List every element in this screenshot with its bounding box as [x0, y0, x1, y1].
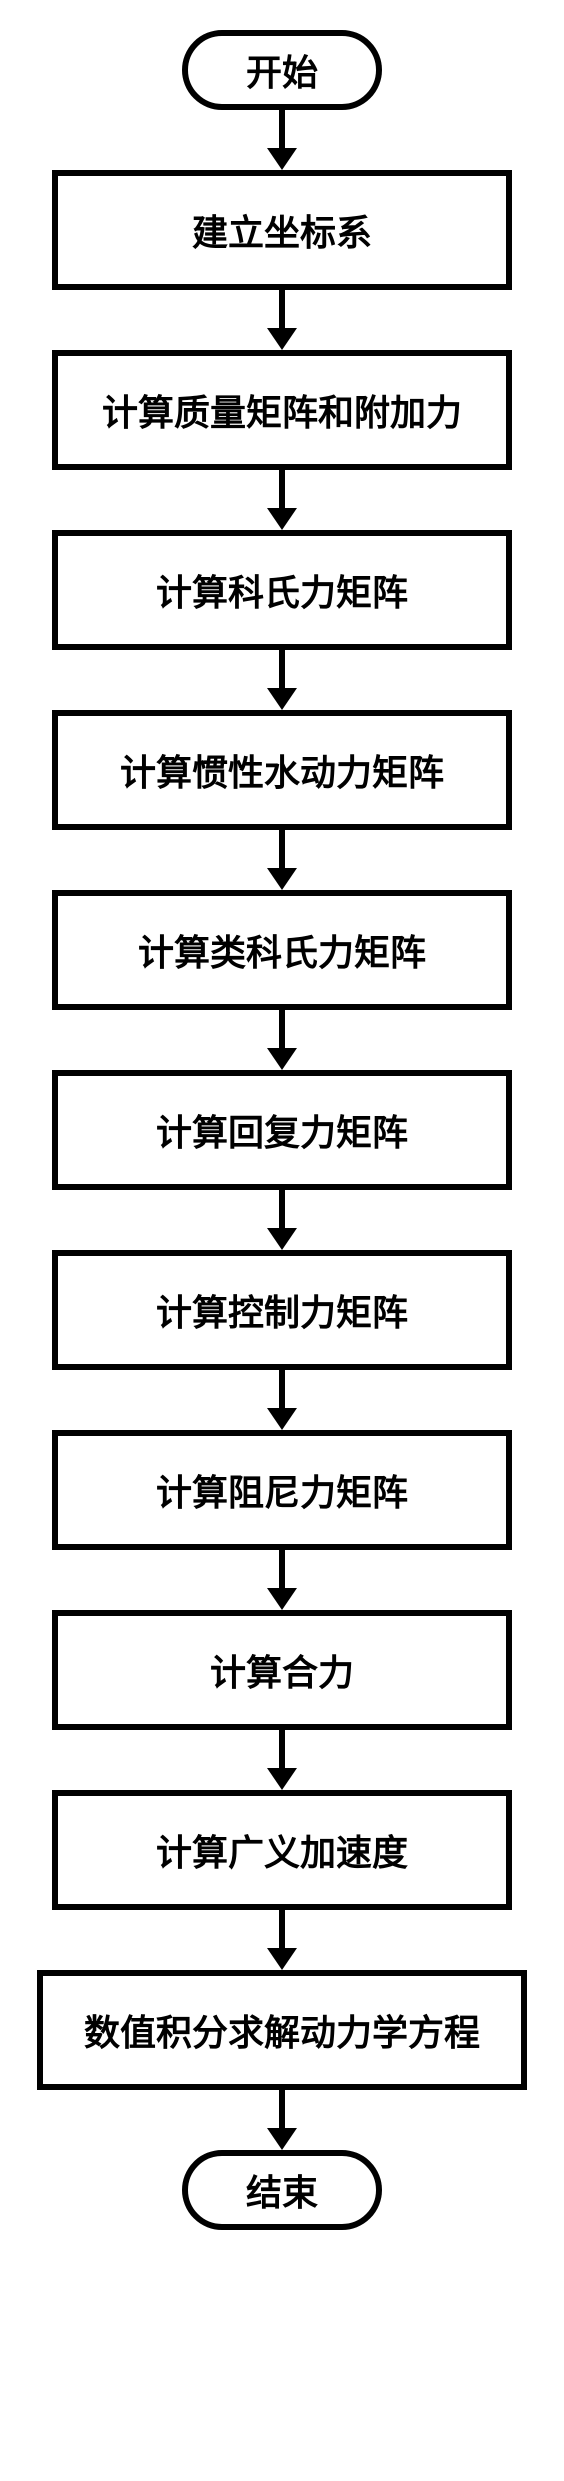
node-p6: 计算回复力矩阵	[52, 1070, 512, 1190]
flow-arrow	[0, 2090, 564, 2150]
node-p10: 计算广义加速度	[52, 1790, 512, 1910]
flow-arrow	[0, 470, 564, 530]
flow-arrow	[0, 830, 564, 890]
flow-arrow	[0, 1730, 564, 1790]
flow-arrow	[0, 1010, 564, 1070]
node-label: 开始	[246, 44, 318, 96]
node-label: 计算惯性水动力矩阵	[120, 744, 444, 796]
node-label: 计算科氏力矩阵	[156, 564, 408, 616]
node-start: 开始	[182, 30, 382, 110]
node-label: 建立坐标系	[192, 204, 372, 256]
flowchart-container: 开始建立坐标系计算质量矩阵和附加力计算科氏力矩阵计算惯性水动力矩阵计算类科氏力矩…	[0, 0, 564, 2481]
node-p3: 计算科氏力矩阵	[52, 530, 512, 650]
node-label: 计算控制力矩阵	[156, 1284, 408, 1336]
node-p9: 计算合力	[52, 1610, 512, 1730]
node-p4: 计算惯性水动力矩阵	[52, 710, 512, 830]
node-p2: 计算质量矩阵和附加力	[52, 350, 512, 470]
node-label: 数值积分求解动力学方程	[84, 2004, 480, 2056]
node-p11: 数值积分求解动力学方程	[37, 1970, 527, 2090]
node-label: 计算阻尼力矩阵	[156, 1464, 408, 1516]
node-label: 计算合力	[210, 1644, 354, 1696]
node-label: 计算回复力矩阵	[156, 1104, 408, 1156]
node-p1: 建立坐标系	[52, 170, 512, 290]
flow-arrow	[0, 1550, 564, 1610]
flow-arrow	[0, 290, 564, 350]
node-label: 计算质量矩阵和附加力	[102, 384, 462, 436]
node-label: 计算广义加速度	[156, 1824, 408, 1876]
node-label: 结束	[246, 2164, 318, 2216]
node-end: 结束	[182, 2150, 382, 2230]
node-p8: 计算阻尼力矩阵	[52, 1430, 512, 1550]
flow-arrow	[0, 110, 564, 170]
flow-arrow	[0, 1910, 564, 1970]
node-label: 计算类科氏力矩阵	[138, 924, 426, 976]
flow-arrow	[0, 1370, 564, 1430]
flow-arrow	[0, 1190, 564, 1250]
node-p5: 计算类科氏力矩阵	[52, 890, 512, 1010]
node-p7: 计算控制力矩阵	[52, 1250, 512, 1370]
flow-arrow	[0, 650, 564, 710]
